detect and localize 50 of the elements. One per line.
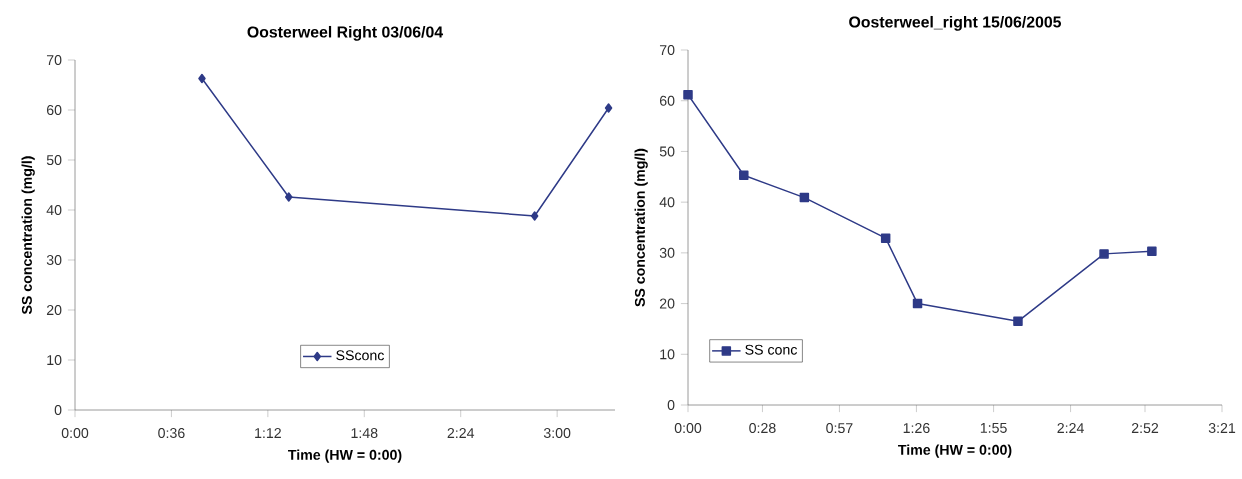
x-tick-label: 2:52 <box>1131 423 1159 434</box>
x-tick-label: 0:00 <box>674 423 702 434</box>
x-tick-label: 1:48 <box>351 428 378 439</box>
y-tick-label: 0 <box>54 405 62 416</box>
y-tick-label: 10 <box>660 349 675 360</box>
y-tick-label: 70 <box>46 55 62 66</box>
y-tick-label: 20 <box>46 305 62 316</box>
chart-title: Oosterweel_right 15/06/2005 <box>849 15 1062 31</box>
point <box>912 298 923 309</box>
x-tick-label: 3:21 <box>1208 423 1236 434</box>
point <box>1099 249 1109 259</box>
x-tick-label: 1:26 <box>903 423 930 434</box>
y-tick-label: 20 <box>659 298 675 309</box>
point <box>198 73 206 84</box>
point <box>530 211 539 221</box>
y-tick-label: 30 <box>659 247 675 258</box>
y-axis-title: SS concentration (mg/l) <box>634 148 648 307</box>
point <box>880 233 891 243</box>
point <box>683 89 693 100</box>
x-tick-label: 0:28 <box>749 423 776 434</box>
point <box>739 170 749 181</box>
x-tick-label: 2:24 <box>1057 423 1084 433</box>
chart-title: Oosterweel Right 03/06/04 <box>247 25 444 41</box>
y-tick-label: 60 <box>46 105 62 116</box>
point <box>799 192 810 203</box>
y-tick-label: 60 <box>659 95 675 106</box>
point <box>285 192 293 202</box>
x-axis-title: Time (HW = 0:00) <box>288 449 402 463</box>
y-tick-label: 10 <box>47 355 62 366</box>
point <box>1013 316 1023 327</box>
point <box>604 103 613 113</box>
x-tick-label: 2:24 <box>447 428 475 438</box>
x-tick-label: 1:12 <box>255 428 281 438</box>
x-tick-label: 0:36 <box>158 428 185 439</box>
x-tick-label: 1:55 <box>980 423 1007 433</box>
y-tick-label: 40 <box>46 205 62 216</box>
y-tick-label: 50 <box>46 155 62 166</box>
legend-label: SS conc <box>745 344 798 355</box>
y-tick-label: 30 <box>46 255 62 266</box>
y-tick-label: 70 <box>659 45 675 56</box>
y-axis-title: SS concentration (mg/l) <box>21 156 35 315</box>
x-axis-title: Time (HW = 0:00) <box>898 444 1012 458</box>
point <box>1147 246 1157 257</box>
y-tick-label: 40 <box>659 197 675 208</box>
x-tick-label: 0:57 <box>826 423 853 434</box>
x-tick-label: 0:00 <box>61 428 89 439</box>
legend-label: SSconc <box>336 350 385 361</box>
y-tick-label: 50 <box>659 146 675 157</box>
x-tick-label: 3:00 <box>543 428 571 439</box>
y-tick-label: 0 <box>667 400 675 411</box>
